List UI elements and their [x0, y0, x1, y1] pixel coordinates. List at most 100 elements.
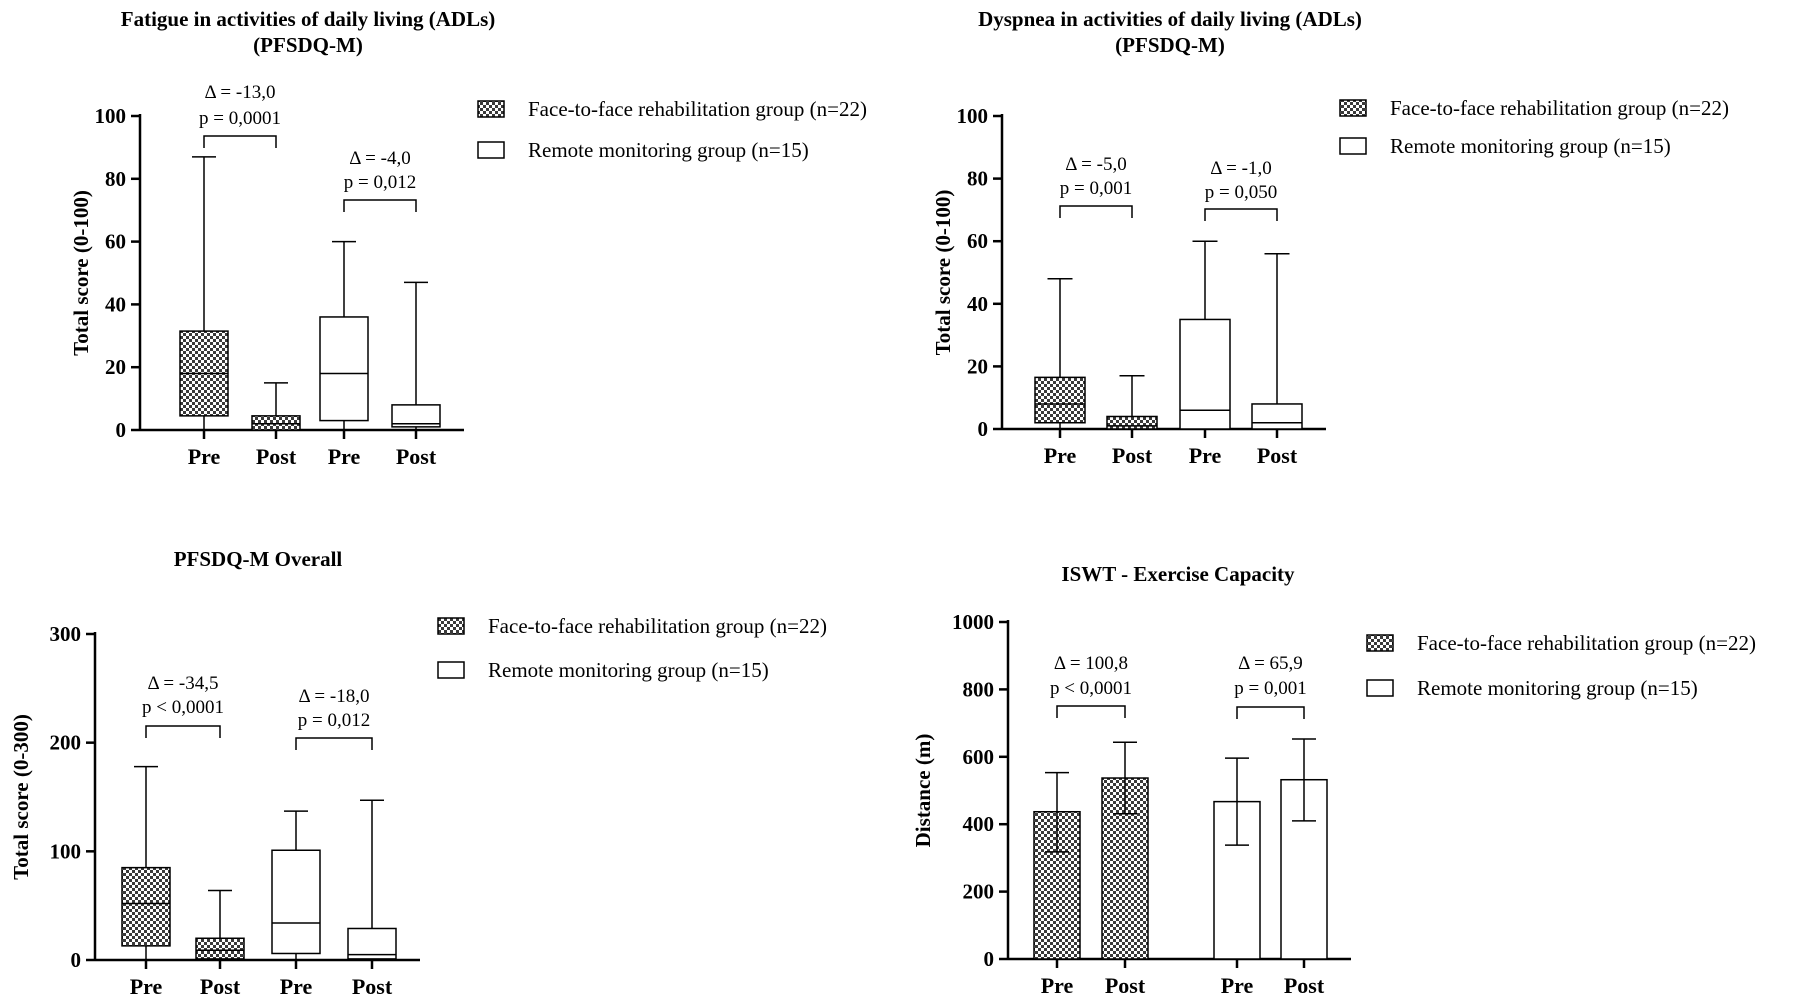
box-3: [271, 810, 321, 960]
comparison-delta: Δ = 100,8: [1054, 653, 1128, 674]
comparison-2: Δ = -4,0 p = 0,012: [343, 148, 417, 212]
legend-label: Remote monitoring group (n=15): [1417, 676, 1698, 700]
box-3: [319, 240, 369, 430]
comparison-bracket: [1204, 208, 1278, 221]
legend-item-1: Face-to-face rehabilitation group (n=22): [1339, 96, 1729, 120]
legend-swatch: [437, 661, 465, 679]
box-iqr: [251, 415, 301, 431]
x-tick-label: Pre: [280, 974, 313, 998]
x-tick-label: Post: [256, 444, 297, 469]
x-tick-label: Pre: [1221, 973, 1254, 998]
x-tick-label: Post: [200, 974, 241, 998]
legend-label: Remote monitoring group (n=15): [528, 138, 809, 162]
x-tick-label: Post: [396, 444, 437, 469]
y-tick-label: 0: [978, 417, 989, 441]
legend-swatch: [477, 141, 505, 159]
chart-3: PFSDQ-M Overall Total score (0-300) 0 100 20…: [9, 547, 827, 998]
comparison-2: Δ = -1,0 p = 0,050: [1204, 158, 1278, 221]
x-tick-label: Pre: [1044, 443, 1077, 468]
legend-item-2: Remote monitoring group (n=15): [437, 658, 769, 682]
legend-item-2: Remote monitoring group (n=15): [477, 138, 809, 162]
comparison-delta: Δ = -34,5: [148, 673, 219, 694]
chart-4: ISWT - Exercise Capacity Distance (m) 0 200…: [911, 562, 1756, 998]
y-tick-label: 40: [105, 292, 126, 316]
legend-label: Face-to-face rehabilitation group (n=22): [1417, 631, 1756, 655]
x-tick-label: Pre: [130, 974, 163, 998]
y-axis-label: Total score (0-300): [9, 714, 33, 880]
legend-swatch: [437, 617, 465, 635]
comparison-bracket: [1059, 205, 1133, 218]
box-4: [391, 281, 441, 430]
comparison-bracket: [1236, 706, 1305, 719]
comparison-p-value: p = 0,012: [298, 710, 370, 731]
comparison-p-value: p = 0,050: [1205, 182, 1277, 203]
y-tick-label: 60: [967, 229, 988, 253]
legend-swatch: [1339, 99, 1367, 117]
chart-2: Dyspnea in activities of daily living (A…: [931, 7, 1729, 468]
y-tick-label: 60: [105, 230, 126, 254]
y-tick-label: 40: [967, 292, 988, 316]
comparison-p-value: p = 0,001: [1060, 178, 1132, 199]
comparison-bracket: [295, 737, 373, 750]
box-2: [251, 382, 301, 431]
legend-item-1: Face-to-face rehabilitation group (n=22): [477, 97, 867, 121]
legend-item-2: Remote monitoring group (n=15): [1339, 134, 1671, 158]
x-tick-label: Pre: [328, 444, 361, 469]
x-tick-label: Pre: [1041, 973, 1074, 998]
bar-3: [1213, 757, 1261, 960]
comparison-bracket: [145, 725, 221, 738]
bar-4: [1280, 738, 1328, 960]
box-2: [195, 889, 245, 960]
box-iqr: [1106, 415, 1158, 430]
legend-item-1: Face-to-face rehabilitation group (n=22): [1366, 631, 1756, 655]
chart-title-line: ISWT - Exercise Capacity: [1061, 562, 1295, 586]
x-tick-label: Post: [1112, 443, 1153, 468]
x-tick-label: Post: [1105, 973, 1146, 998]
comparison-p-value: p = 0,001: [1234, 678, 1306, 699]
comparison-1: Δ = -13,0 p = 0,0001: [199, 82, 281, 148]
box-iqr: [271, 849, 321, 955]
box-2: [1106, 375, 1158, 430]
comparison-delta: Δ = -1,0: [1210, 158, 1271, 179]
box-3: [1179, 240, 1231, 430]
x-tick-label: Post: [1257, 443, 1298, 468]
y-tick-label: 600: [963, 745, 995, 769]
comparison-bracket: [203, 135, 277, 148]
y-tick-label: 300: [50, 622, 82, 646]
legend-label: Face-to-face rehabilitation group (n=22): [1390, 96, 1729, 120]
comparison-delta: Δ = -5,0: [1065, 154, 1126, 175]
legend-item-2: Remote monitoring group (n=15): [1366, 676, 1698, 700]
comparison-bracket: [343, 199, 417, 212]
legend-label: Remote monitoring group (n=15): [1390, 134, 1671, 158]
comparison-delta: Δ = -18,0: [299, 686, 370, 707]
y-tick-label: 100: [50, 839, 82, 863]
y-tick-label: 800: [963, 677, 995, 701]
y-axis-label: Total score (0-100): [69, 190, 93, 356]
y-tick-label: 20: [105, 355, 126, 379]
legend-swatch: [1366, 634, 1394, 652]
y-tick-label: 200: [963, 880, 995, 904]
chart-title-line: Dyspnea in activities of daily living (A…: [978, 7, 1362, 31]
comparison-bracket: [1056, 705, 1126, 718]
box-iqr: [319, 316, 369, 422]
legend-label: Remote monitoring group (n=15): [488, 658, 769, 682]
chart-title-line: (PFSDQ-M): [253, 33, 363, 57]
comparison-1: Δ = -34,5 p < 0,0001: [142, 673, 224, 738]
box-4: [1251, 252, 1303, 430]
comparison-p-value: p = 0,0001: [199, 108, 281, 129]
legend-label: Face-to-face rehabilitation group (n=22): [528, 97, 867, 121]
y-axis-label: Total score (0-100): [931, 190, 955, 356]
comparison-delta: Δ = -4,0: [349, 148, 410, 169]
y-tick-label: 200: [50, 731, 82, 755]
comparison-2: Δ = -18,0 p = 0,012: [295, 686, 373, 750]
comparison-1: Δ = 100,8 p < 0,0001: [1050, 653, 1132, 718]
comparison-p-value: p = 0,012: [344, 172, 416, 193]
comparison-1: Δ = -5,0 p = 0,001: [1059, 154, 1133, 218]
box-1: [1034, 278, 1086, 429]
y-tick-label: 0: [116, 418, 127, 442]
box-1: [179, 156, 229, 430]
box-iqr: [1034, 376, 1086, 424]
y-tick-label: 1000: [952, 610, 994, 634]
y-tick-label: 80: [105, 167, 126, 191]
box-iqr: [1179, 318, 1231, 430]
